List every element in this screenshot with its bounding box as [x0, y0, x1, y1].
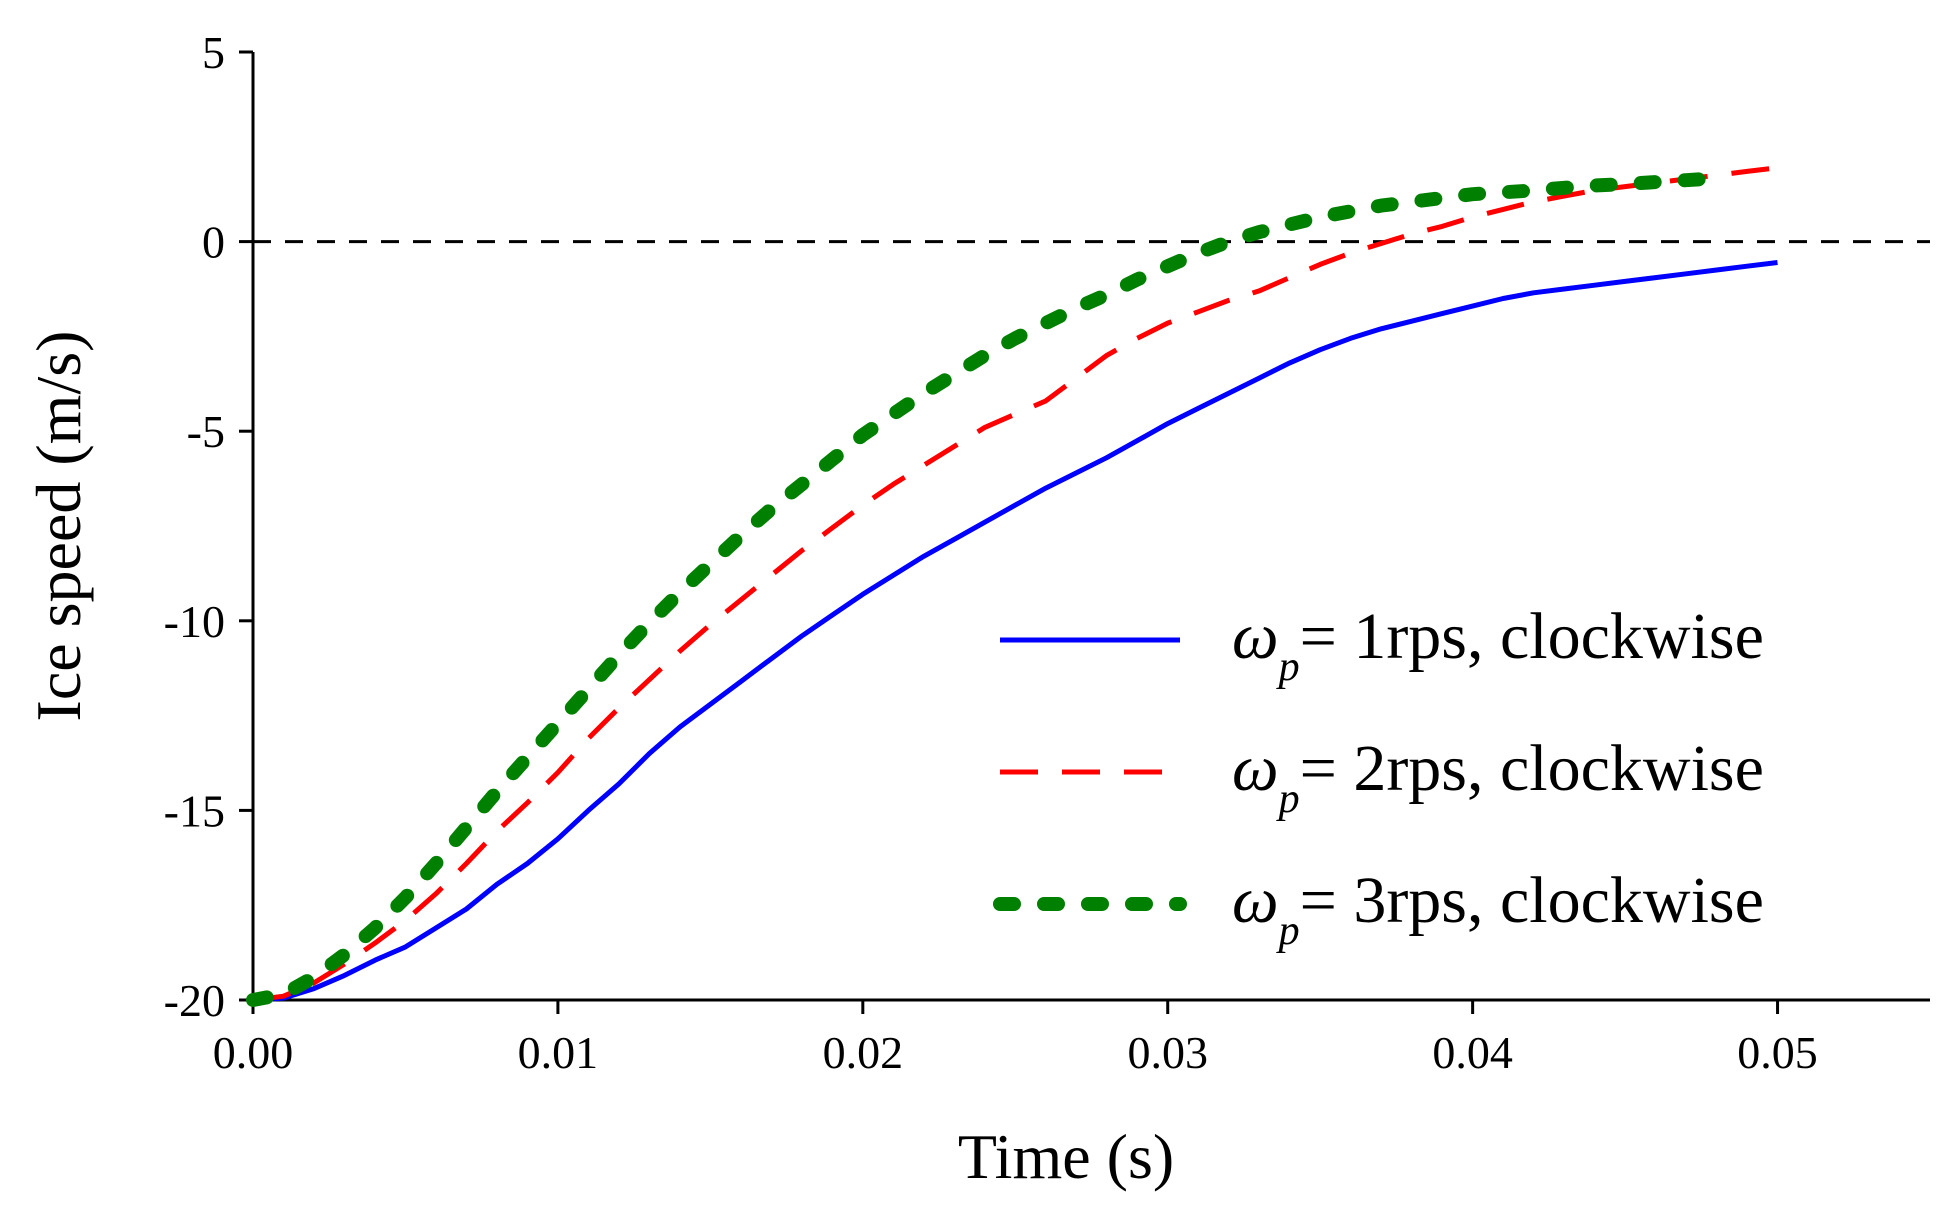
legend-omega-symbol: ω	[1232, 864, 1279, 937]
y-tick-label: -20	[164, 975, 225, 1026]
x-axis-title: Time (s)	[958, 1121, 1174, 1192]
y-tick-label: -10	[164, 596, 225, 647]
legend-label-2: ωp= 2rps, clockwise	[1232, 732, 1764, 822]
series-line-1	[252, 260, 1778, 1003]
series-line-2	[252, 165, 1778, 1003]
legend-text: = 2rps, clockwise	[1300, 732, 1764, 805]
y-tick-label: -15	[164, 785, 225, 836]
x-tick-label: 0.03	[1127, 1027, 1208, 1078]
legend-text: = 3rps, clockwise	[1300, 864, 1764, 937]
x-tick-label: 0.04	[1432, 1027, 1513, 1078]
series-line-3	[246, 171, 1724, 1007]
x-tick-label: 0.02	[823, 1027, 904, 1078]
axes-layer	[251, 52, 1930, 1002]
y-tick-label: -5	[187, 406, 225, 457]
ticks-layer: 0.00 0.01 0.02 0.03 0.04 0.05 -20 -15 -10 -5 0 5	[164, 27, 1818, 1078]
legend-omega-symbol: ω	[1232, 600, 1279, 673]
legend-omega-symbol: ω	[1232, 732, 1279, 805]
y-axis-title: Ice speed (m/s)	[23, 331, 94, 722]
y-tick-label: 0	[202, 217, 225, 268]
legend-label-3: ωp= 3rps, clockwise	[1232, 864, 1764, 954]
y-tick-label: 5	[202, 27, 225, 78]
x-tick-label: 0.05	[1737, 1027, 1818, 1078]
legend-subscript: p	[1276, 776, 1300, 822]
legend-subscript: p	[1276, 908, 1300, 954]
x-tick-label: 0.00	[213, 1027, 294, 1078]
x-tick-label: 0.01	[518, 1027, 599, 1078]
legend-text: = 1rps, clockwise	[1300, 600, 1764, 673]
legend-label-1: ωp= 1rps, clockwise	[1232, 600, 1764, 690]
series-layer	[246, 165, 1778, 1007]
legend-subscript: p	[1276, 644, 1300, 690]
